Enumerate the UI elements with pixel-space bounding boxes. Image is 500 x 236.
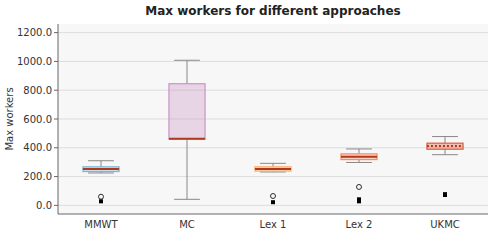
flier-open: [99, 194, 104, 199]
flier-open: [271, 194, 276, 199]
chart: 0.0 200.0 400.0 600.0 800.0 1000.0 1200.0 MMWT M…: [0, 0, 500, 236]
grid-line: [58, 32, 488, 33]
flier-filled: [271, 200, 275, 204]
median: [341, 156, 377, 158]
grid-line: [58, 205, 488, 206]
boxes: [83, 60, 463, 204]
median: [169, 138, 205, 140]
grid-line: [58, 176, 488, 177]
grid-line: [58, 119, 488, 120]
tick-label: 400.0: [23, 142, 52, 153]
whisker-cap: [88, 160, 114, 161]
grid-line: [58, 61, 488, 62]
tick-mark: [54, 205, 58, 206]
box: [255, 167, 291, 171]
whisker: [359, 149, 360, 154]
tick-mark: [54, 90, 58, 91]
flier-open: [357, 184, 362, 189]
y-axis-label: Max workers: [4, 87, 15, 150]
tick-mark: [54, 147, 58, 148]
tick-mark: [54, 61, 58, 62]
whisker-cap: [346, 162, 372, 163]
box: [427, 143, 463, 149]
whisker-cap: [88, 172, 114, 173]
tick-mark: [54, 32, 58, 33]
tick-label: 200.0: [23, 171, 52, 182]
median: [255, 168, 291, 170]
box: [341, 154, 377, 160]
category-label: MMWT: [84, 219, 118, 230]
box: [169, 84, 205, 139]
tick-label: 1200.0: [17, 27, 52, 38]
tick-mark: [54, 176, 58, 177]
category-label: Lex 1: [260, 219, 287, 230]
whisker-cap: [260, 163, 286, 164]
grid-line: [58, 90, 488, 91]
whisker-cap: [346, 148, 372, 149]
median: [427, 145, 463, 147]
flier-filled: [99, 199, 103, 203]
box: [83, 167, 119, 172]
whisker: [187, 139, 188, 199]
whisker-cap: [432, 136, 458, 137]
whisker-cap: [432, 154, 458, 155]
y-axis-line: [58, 24, 59, 214]
whisker: [445, 137, 446, 144]
grid-line: [58, 147, 488, 148]
tick-mark: [54, 119, 58, 120]
whisker-cap: [174, 60, 200, 61]
x-axis-line: [58, 214, 488, 215]
plot-background: [58, 24, 488, 214]
flier-filled: [357, 199, 361, 203]
median: [83, 168, 119, 170]
tick-label: 600.0: [23, 114, 52, 125]
flier-filled: [443, 193, 447, 197]
flier-filled: [443, 192, 447, 196]
tick-label: 0.0: [36, 200, 52, 211]
whisker-cap: [174, 199, 200, 200]
whisker: [187, 60, 188, 83]
tick-label: 800.0: [23, 85, 52, 96]
category-label: UKMC: [430, 219, 460, 230]
category-label: MC: [179, 219, 195, 230]
whisker: [445, 149, 446, 154]
tick-label: 1000.0: [17, 56, 52, 67]
title: Max workers for different approaches: [145, 4, 400, 18]
whisker: [101, 161, 102, 167]
category-label: Lex 2: [346, 219, 373, 230]
